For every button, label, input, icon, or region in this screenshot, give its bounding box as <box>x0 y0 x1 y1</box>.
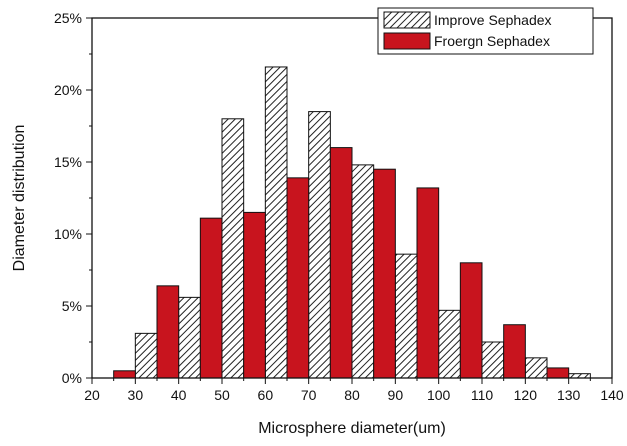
bar-improve-sephadex-75 <box>308 111 331 379</box>
x-tick-label: 100 <box>427 387 451 403</box>
x-tick-label: 40 <box>171 387 187 403</box>
x-tick-label: 60 <box>258 387 274 403</box>
y-tick-label: 0% <box>62 370 82 386</box>
x-tick-label: 120 <box>514 387 538 403</box>
x-tick-label: 50 <box>214 387 230 403</box>
legend-swatch-improve-sephadex <box>383 11 431 29</box>
bar-froergn-sephadex-75 <box>329 147 353 379</box>
bar-froergn-sephadex-105 <box>459 262 483 379</box>
x-tick-label: 30 <box>128 387 144 403</box>
legend-label-froergn-sephadex: Froergn Sephadex <box>434 33 550 49</box>
ticks-layer: 20 30 40 50 60 70 80 90 100 110 120 130 140 0% 5% 10% 15… <box>54 10 624 403</box>
bar-improve-sephadex-105 <box>438 309 461 379</box>
bar-froergn-sephadex-115 <box>503 324 526 379</box>
x-tick-label: 20 <box>84 387 100 403</box>
x-tick-label: 90 <box>388 387 404 403</box>
bar-froergn-sephadex-65 <box>286 177 310 379</box>
bar-froergn-sephadex-35 <box>156 285 180 379</box>
series-froergn-sephadex <box>113 147 570 379</box>
y-tick-label: 5% <box>62 298 82 314</box>
x-tick-label: 80 <box>344 387 360 403</box>
y-tick-label: 15% <box>54 154 82 170</box>
bar-froergn-sephadex-25 <box>113 370 136 379</box>
x-axis-title: Microsphere diameter(um) <box>258 420 446 437</box>
bar-improve-sephadex-55 <box>221 118 245 379</box>
bar-improve-sephadex-125 <box>524 357 548 379</box>
x-tick-label: 70 <box>301 387 317 403</box>
y-tick-label: 25% <box>54 10 82 26</box>
bar-froergn-sephadex-55 <box>243 211 266 379</box>
bar-improve-sephadex-65 <box>264 66 288 379</box>
x-tick-label: 110 <box>471 387 494 403</box>
bar-improve-sephadex-45 <box>178 296 201 379</box>
y-tick-label: 20% <box>54 82 82 98</box>
bar-improve-sephadex-115 <box>481 341 505 379</box>
bars-layer <box>113 66 591 379</box>
bar-improve-sephadex-85 <box>351 164 375 379</box>
legend-swatch-froergn-sephadex <box>383 32 431 50</box>
bar-froergn-sephadex-125 <box>546 367 570 379</box>
bar-froergn-sephadex-85 <box>373 168 396 379</box>
bar-froergn-sephadex-95 <box>416 187 440 379</box>
legend-label-improve-sephadex: Improve Sephadex <box>434 12 552 28</box>
y-tick-label: 10% <box>54 226 82 242</box>
bar-froergn-sephadex-45 <box>199 217 223 379</box>
bar-improve-sephadex-95 <box>394 253 418 379</box>
x-tick-label: 140 <box>600 387 624 403</box>
legend: Improve Sephadex Froergn Sephadex <box>377 7 594 55</box>
x-tick-label: 130 <box>557 387 581 403</box>
y-axis-title: Diameter distribution <box>11 125 28 272</box>
bar-improve-sephadex-35 <box>134 332 158 379</box>
